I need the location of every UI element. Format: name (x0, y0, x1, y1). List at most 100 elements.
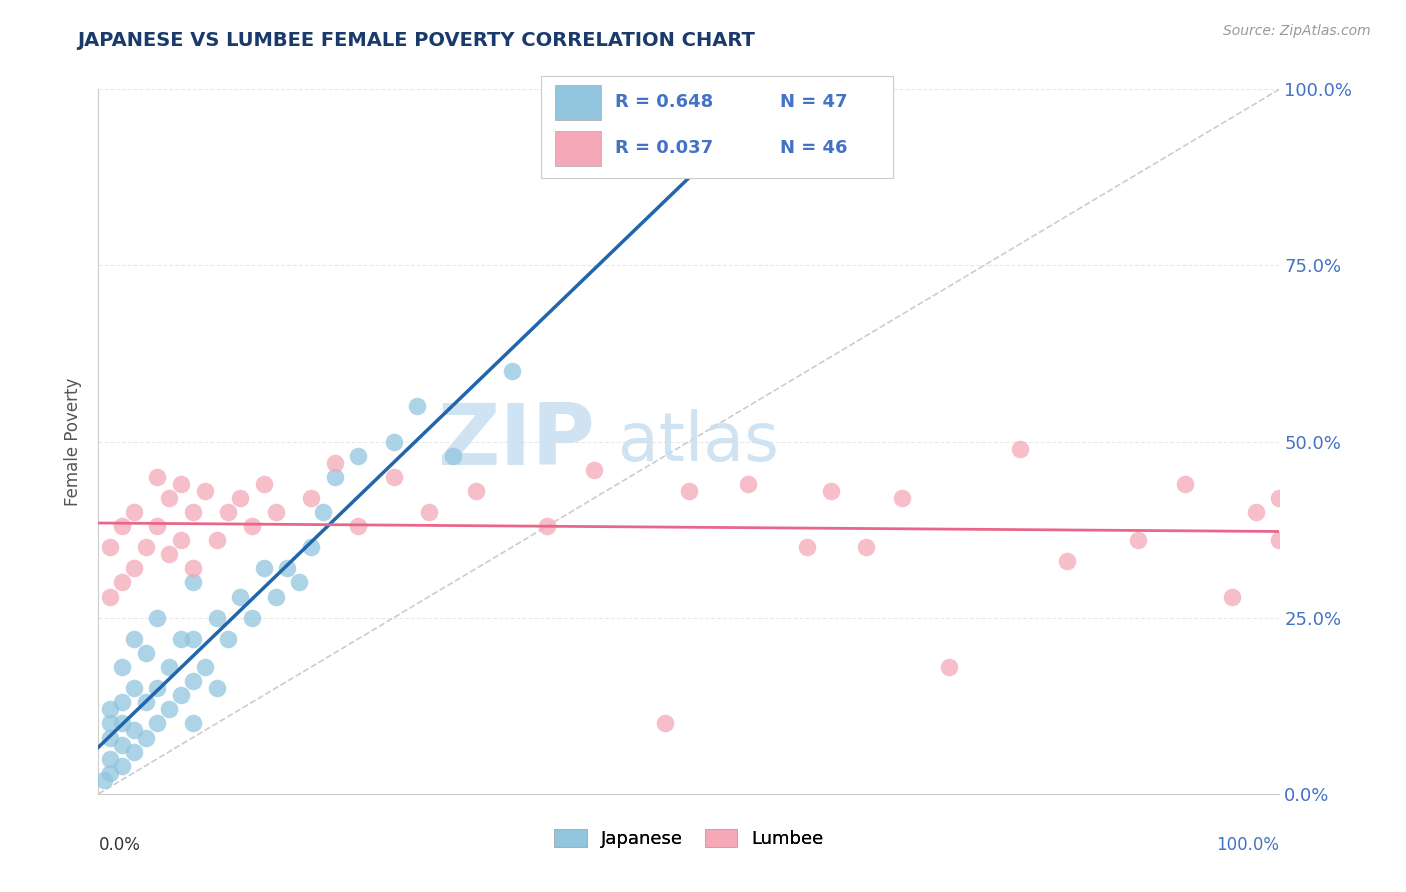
Point (240, 610, 263, 624)
Point (1056, 554, 1078, 568)
Point (146, 681, 169, 696)
Point (229, 590, 252, 604)
Point (855, 540, 877, 554)
Point (347, 519, 370, 533)
Point (465, 483, 488, 498)
Text: JAPANESE VS LUMBEE FEMALE POVERTY CORRELATION CHART: JAPANESE VS LUMBEE FEMALE POVERTY CORREL… (77, 31, 755, 50)
Point (111, 716, 134, 731)
Point (122, 745, 145, 759)
Point (205, 681, 228, 696)
Point (146, 469, 169, 483)
Point (253, 476, 276, 491)
Point (146, 519, 169, 533)
Point (111, 695, 134, 709)
Point (217, 505, 239, 519)
Text: N = 47: N = 47 (780, 93, 848, 111)
Point (205, 533, 228, 548)
Point (501, 364, 523, 378)
Text: ZIP: ZIP (437, 400, 595, 483)
Point (170, 476, 193, 491)
Point (1220, 590, 1243, 604)
Point (122, 723, 145, 738)
Point (98, 731, 121, 745)
Point (111, 758, 134, 772)
Text: Source: ZipAtlas.com: Source: ZipAtlas.com (1223, 24, 1371, 38)
Point (1268, 533, 1291, 548)
Point (170, 533, 193, 548)
Point (111, 660, 134, 674)
Text: R = 0.037: R = 0.037 (616, 139, 713, 157)
Point (98, 751, 121, 765)
Point (122, 681, 145, 696)
Point (796, 540, 818, 554)
Point (194, 483, 217, 498)
Point (1244, 505, 1267, 519)
Text: atlas: atlas (619, 409, 779, 475)
Point (181, 561, 204, 575)
Point (406, 399, 429, 413)
Text: 100.0%: 100.0% (1216, 836, 1279, 855)
Point (441, 449, 464, 463)
Point (122, 632, 145, 646)
Point (98, 702, 121, 716)
Point (299, 491, 322, 505)
Point (93, 772, 115, 787)
Point (264, 590, 287, 604)
Point (135, 695, 157, 709)
Point (820, 483, 842, 498)
Point (276, 561, 298, 575)
Point (181, 674, 204, 689)
FancyBboxPatch shape (555, 131, 602, 166)
Point (135, 731, 157, 745)
Point (678, 483, 700, 498)
Point (382, 434, 405, 449)
Point (737, 476, 759, 491)
Point (418, 505, 440, 519)
Point (312, 505, 335, 519)
Point (98, 765, 121, 780)
Point (1008, 442, 1031, 456)
Point (111, 575, 134, 590)
Point (194, 660, 217, 674)
Point (536, 519, 558, 533)
Point (654, 716, 676, 731)
Point (240, 519, 263, 533)
Text: 0.0%: 0.0% (98, 836, 141, 855)
Point (217, 632, 239, 646)
Point (382, 469, 405, 483)
Point (1174, 476, 1197, 491)
Y-axis label: Female Poverty: Female Poverty (65, 377, 83, 506)
Point (98, 540, 121, 554)
FancyBboxPatch shape (555, 85, 602, 120)
Point (299, 540, 322, 554)
Point (122, 505, 145, 519)
Point (135, 646, 157, 660)
Point (264, 505, 287, 519)
Point (253, 561, 276, 575)
Point (181, 575, 204, 590)
Point (938, 660, 960, 674)
Legend: Japanese, Lumbee: Japanese, Lumbee (547, 822, 831, 855)
Point (205, 610, 228, 624)
Point (157, 547, 180, 561)
Point (229, 491, 252, 505)
FancyBboxPatch shape (541, 76, 893, 178)
Point (181, 505, 204, 519)
Text: N = 46: N = 46 (780, 139, 848, 157)
Point (157, 660, 180, 674)
Text: R = 0.648: R = 0.648 (616, 93, 713, 111)
Point (111, 519, 134, 533)
Point (170, 688, 193, 702)
Point (288, 575, 311, 590)
Point (157, 702, 180, 716)
Point (146, 610, 169, 624)
Point (146, 716, 169, 731)
Point (583, 463, 606, 477)
Point (170, 632, 193, 646)
Point (135, 540, 157, 554)
Point (181, 632, 204, 646)
Point (347, 449, 370, 463)
Point (122, 561, 145, 575)
Point (111, 738, 134, 752)
Point (98, 590, 121, 604)
